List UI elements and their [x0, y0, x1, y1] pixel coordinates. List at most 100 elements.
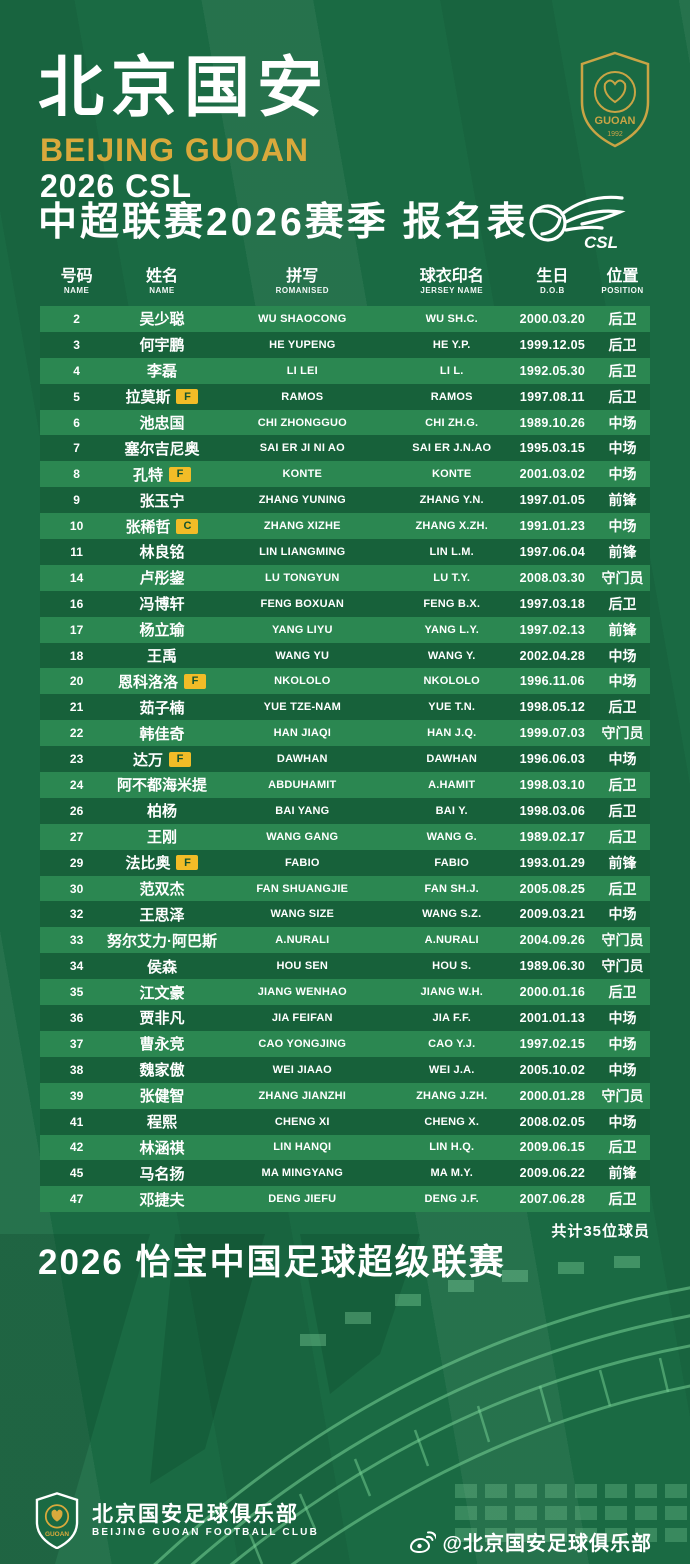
- player-position: 中场: [608, 673, 637, 690]
- player-name-cell: 何宇鹏: [113, 334, 211, 355]
- player-name: 杨立瑜: [139, 622, 185, 640]
- player-position: 中场: [608, 440, 637, 457]
- csl-league-logo: CSL: [529, 195, 626, 252]
- player-dob: 1997.06.04: [519, 544, 586, 559]
- player-number: 27: [69, 829, 84, 844]
- player-row: 4 李磊 LI LEI LI L. 1992.05.30 后卫: [40, 357, 650, 384]
- player-name-cell: 努尔艾力·阿巴斯: [107, 930, 217, 951]
- player-position: 后卫: [608, 776, 637, 793]
- player-romanised-name: WEI JIAAO: [272, 1063, 332, 1076]
- player-romanised-name: DENG JIEFU: [268, 1193, 337, 1206]
- player-row: 26 柏杨 BAI YANG BAI Y. 1998.03.06 后卫: [40, 797, 650, 824]
- player-number: 22: [69, 726, 84, 741]
- player-position: 守门员: [601, 725, 644, 742]
- player-position: 中场: [608, 466, 637, 483]
- player-position: 后卫: [608, 699, 637, 716]
- player-romanised-name: MA MINGYANG: [261, 1167, 343, 1180]
- player-romanised-name: HOU SEN: [276, 960, 329, 973]
- player-number: 45: [69, 1166, 84, 1181]
- player-number: 26: [69, 803, 84, 818]
- column-header-name: 姓名 NAME: [145, 268, 178, 296]
- player-dob: 1997.02.13: [519, 622, 586, 637]
- player-dob: 1996.06.03: [519, 752, 586, 767]
- player-name-cell: 卢彤鋆: [113, 567, 211, 588]
- player-number: 20: [69, 674, 84, 689]
- player-dob: 1997.03.18: [519, 596, 586, 611]
- player-name: 林良铭: [139, 544, 185, 562]
- column-header-dob: 生日 D.O.B: [536, 268, 569, 296]
- player-jersey-name: ZHANG J.ZH.: [416, 1089, 488, 1102]
- player-row: 38 魏家傲 WEI JIAAO WEI J.A. 2005.10.02 中场: [40, 1056, 650, 1083]
- player-jersey-name: A.NURALI: [424, 934, 479, 947]
- player-jersey-name: HOU S.: [432, 960, 472, 973]
- player-dob: 1989.06.30: [519, 959, 586, 974]
- player-name-cell: 达万 F: [113, 749, 211, 770]
- player-jersey-name: LIN L.M.: [429, 545, 474, 558]
- player-row: 8 孔特 F KONTE KONTE 2001.03.02 中场: [40, 461, 650, 488]
- player-jersey-name: A.HAMIT: [428, 778, 476, 791]
- player-name-cell: 茹子楠: [113, 697, 211, 718]
- player-number: 33: [69, 933, 84, 948]
- player-name: 王思泽: [139, 906, 185, 924]
- player-name: 恩科洛洛: [117, 673, 178, 691]
- player-dob: 2008.03.30: [519, 570, 586, 585]
- player-name-cell: 吴少聪: [113, 308, 211, 329]
- total-players-label: 共计35位球员: [551, 1223, 650, 1240]
- player-dob: 2007.06.28: [519, 1192, 586, 1207]
- player-romanised-name: JIANG WENHAO: [257, 986, 347, 999]
- player-row: 23 达万 F DAWHAN DAWHAN 1996.06.03 中场: [40, 746, 650, 773]
- player-number: 30: [69, 881, 84, 896]
- player-name: 贾非凡: [139, 1010, 185, 1028]
- player-jersey-name: LI L.: [439, 364, 464, 377]
- player-dob: 2000.03.20: [519, 311, 586, 326]
- player-jersey-name: SAI ER J.N.AO: [412, 442, 492, 455]
- player-dob: 2004.09.26: [519, 933, 586, 948]
- player-romanised-name: WANG SIZE: [270, 908, 335, 921]
- player-row: 36 贾非凡 JIA FEIFAN JIA F.F. 2001.01.13 中场: [40, 1005, 650, 1031]
- player-position: 守门员: [601, 569, 644, 586]
- player-dob: 1999.12.05: [519, 337, 586, 352]
- player-row: 6 池忠国 CHI ZHONGGUO CHI ZH.G. 1989.10.26 …: [40, 409, 650, 436]
- player-position: 中场: [608, 1035, 637, 1052]
- player-number: 32: [69, 907, 84, 922]
- footer-club-block: GUOAN 北京国安足球俱乐部 BEIJING GUOAN FOOTBALL C…: [34, 1492, 319, 1549]
- player-jersey-name: CHI ZH.G.: [425, 416, 479, 429]
- column-header-romanised: 拼写 ROMANISED: [275, 268, 329, 296]
- player-romanised-name: FAN SHUANGJIE: [256, 882, 349, 895]
- footer-club-crest-icon: GUOAN: [35, 1492, 79, 1549]
- player-name: 张稀哲: [125, 518, 171, 536]
- player-jersey-name: KONTE: [431, 468, 472, 481]
- player-romanised-name: JIA FEIFAN: [271, 1011, 333, 1024]
- player-romanised-name: ABDUHAMIT: [268, 778, 337, 791]
- player-romanised-name: DAWHAN: [276, 753, 328, 766]
- player-status-badge: F: [168, 466, 191, 482]
- player-jersey-name: WANG S.Z.: [422, 908, 482, 921]
- player-romanised-name: A.NURALI: [275, 934, 330, 947]
- player-romanised-name: HE YUPENG: [269, 338, 336, 351]
- player-number: 7: [73, 441, 80, 456]
- player-position: 前锋: [608, 854, 637, 871]
- player-position: 守门员: [601, 1087, 644, 1104]
- player-name-cell: 程熙: [113, 1111, 211, 1132]
- player-position: 中场: [608, 1009, 637, 1026]
- player-status-badge: F: [168, 751, 191, 767]
- player-name-cell: 孔特 F: [113, 464, 211, 485]
- player-dob: 2001.03.02: [519, 467, 586, 482]
- player-name: 塞尔吉尼奥: [124, 440, 200, 458]
- player-row: 5 拉莫斯 F RAMOS RAMOS 1997.08.11 后卫: [40, 383, 650, 410]
- svg-text:GUOAN: GUOAN: [45, 1531, 69, 1538]
- player-romanised-name: FENG BOXUAN: [260, 597, 345, 610]
- player-dob: 2009.03.21: [519, 907, 586, 922]
- player-row: 3 何宇鹏 HE YUPENG HE Y.P. 1999.12.05 后卫: [40, 331, 650, 358]
- season-label: 2026 CSL: [40, 168, 193, 204]
- player-jersey-name: LIN H.Q.: [429, 1141, 475, 1154]
- player-name: 孔特: [132, 466, 163, 484]
- player-row: 47 邓捷夫 DENG JIEFU DENG J.F. 2007.06.28 后…: [40, 1186, 650, 1213]
- player-position: 后卫: [608, 336, 637, 353]
- player-row: 29 法比奥 F FABIO FABIO 1993.01.29 前锋: [40, 849, 650, 876]
- player-position: 前锋: [608, 1165, 637, 1182]
- player-romanised-name: WANG GANG: [266, 830, 339, 843]
- player-jersey-name: LU T.Y.: [433, 571, 471, 584]
- player-position: 中场: [608, 647, 637, 664]
- player-row: 2 吴少聪 WU SHAOCONG WU SH.C. 2000.03.20 后卫: [40, 306, 650, 332]
